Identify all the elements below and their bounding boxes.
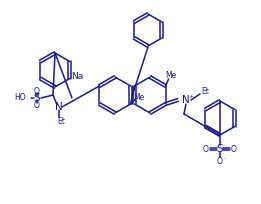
Text: O: O: [34, 86, 40, 95]
Text: Me: Me: [133, 92, 144, 102]
Text: O: O: [203, 144, 209, 153]
Text: HO: HO: [14, 93, 26, 102]
Text: O: O: [34, 101, 40, 110]
Text: O: O: [231, 144, 237, 153]
Text: S: S: [34, 93, 40, 103]
Text: +: +: [188, 94, 194, 100]
Text: Na: Na: [72, 72, 84, 81]
Text: Et: Et: [57, 116, 65, 125]
Text: S: S: [217, 144, 223, 154]
Text: O: O: [217, 156, 223, 165]
Text: ⁻: ⁻: [222, 159, 226, 163]
Text: N: N: [182, 95, 190, 105]
Text: Me: Me: [165, 71, 176, 80]
Text: N: N: [55, 102, 63, 112]
Text: Et: Et: [201, 86, 209, 95]
